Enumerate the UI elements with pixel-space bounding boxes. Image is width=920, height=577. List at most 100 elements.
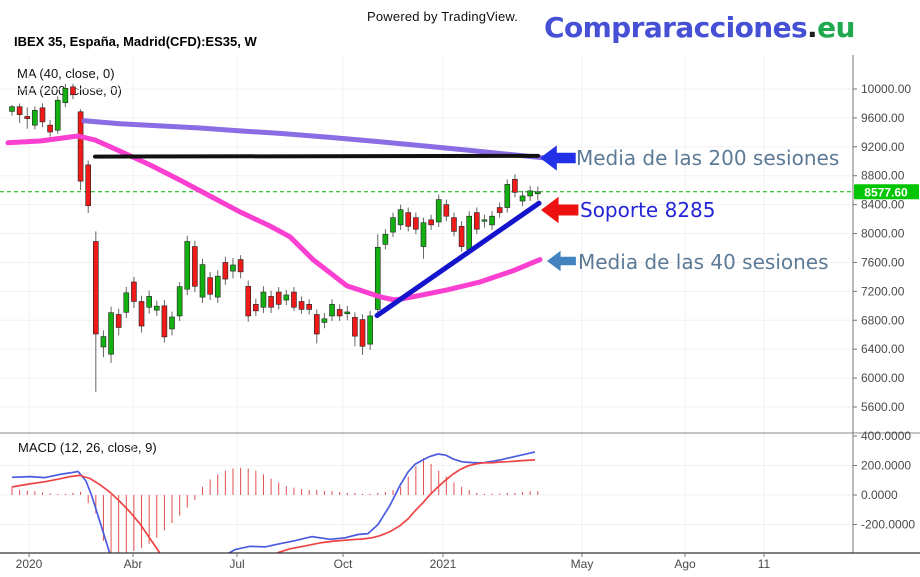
candle-up [169,316,175,330]
candle-up [9,106,15,112]
annotation-arrow [540,145,576,171]
candle-down [359,319,366,347]
macd-tick-label: 400.0000 [861,429,911,443]
candle-up [420,222,427,247]
time-tick-label: 11 [758,557,771,571]
candle-up [214,275,221,298]
trend-line [374,200,542,319]
price-tick-label: 9200.00 [861,140,905,154]
candle-up [519,195,526,202]
candle-down [192,246,198,287]
price-pane [5,83,546,392]
price-tick-label: 9600.00 [861,111,905,125]
price-tick-label: 6800.00 [861,313,905,327]
candle-down [443,204,450,217]
candle-up [390,217,396,233]
price-tick-label: 8000.00 [861,227,905,241]
candle-up [108,312,114,355]
candle-down [428,219,434,226]
price-tick-label: 5600.00 [861,400,905,414]
candle-down [222,262,229,280]
candle-down [237,259,244,273]
annotation-arrow [547,250,576,272]
annotation-text-media-40: Media de las 40 sesiones [578,250,829,274]
candle-down [70,86,76,96]
candle-up [382,233,389,245]
legend-ma40: MA (40, close, 0) [17,66,115,81]
ma200-line [81,118,546,161]
candle-down [207,277,213,295]
candle-up [32,110,38,126]
macd-tick-label: -200.0000 [861,518,915,532]
candle-down [47,124,53,133]
candle-down [24,116,31,119]
ma40-line [5,133,543,303]
price-tick-label: 8400.00 [861,198,905,212]
axes[interactable]: 10000.00 9600.00 9200.00 8800.00 8400.00 8000… [0,55,920,571]
candle-down [313,314,320,335]
time-tick-label: Jul [229,557,244,571]
candle-up [367,315,373,345]
candle-down [131,281,137,302]
site-logo[interactable]: Compraracciones.eu [544,11,855,44]
candle-up [230,264,236,272]
candle-down [352,317,358,337]
candle-down [458,226,465,247]
candle-up [329,304,335,317]
annotation-arrow [541,196,579,224]
candle-up [466,215,473,250]
powered-by-text: Powered by TradingView. [367,9,519,24]
candle-down [496,207,503,213]
candle-down [413,217,419,230]
candle-up [435,199,442,223]
candle-up [527,190,533,197]
legend-macd: MACD (12, 26, close, 9) [18,440,157,455]
candle-up [199,264,206,298]
candle-up [146,296,152,308]
candle-up [123,292,130,313]
last-price-badge-label: 8577.60 [864,185,908,199]
candle-down [77,111,84,182]
price-tick-label: 10000.00 [861,82,911,96]
time-tick-label: 2020 [16,557,43,571]
candle-up [374,246,381,310]
candle-up [153,305,160,311]
price-tick-label: 8800.00 [861,169,905,183]
time-tick-label: Oct [334,557,353,571]
candle-up [176,286,183,317]
time-tick-label: 2021 [430,557,457,571]
candle-up [534,191,541,195]
candle-down [93,241,99,335]
candle-up [504,184,511,208]
logo-main: Compraracciones [544,11,808,44]
candle-up [184,241,191,290]
candle-up [489,215,495,226]
macd-pane [11,451,539,553]
price-tick-label: 6000.00 [861,371,905,385]
price-tick-label: 6400.00 [861,342,905,356]
candle-up [54,99,61,131]
candle-up [100,336,107,348]
macd-tick-label: 200.0000 [861,459,911,473]
logo-dot: . [807,11,818,44]
candle-up [260,291,267,308]
price-tick-label: 7200.00 [861,284,905,298]
macd-line [11,451,536,553]
annotation-text-soporte: Soporte 8285 [580,198,716,222]
candle-up [344,311,351,315]
time-tick-label: Ago [674,557,696,571]
candle-down [291,291,297,308]
annotation-text-media-200: Media de las 200 sesiones [576,146,840,170]
candle-down [336,309,343,317]
candle-down [85,164,91,207]
candle-down [138,301,145,327]
legend-ma200: MA (200, close, 0) [17,83,122,98]
candle-down [474,212,480,230]
candle-down [405,212,412,227]
candle-down [306,304,312,310]
candle-up [397,209,404,226]
time-tick-label: May [571,557,594,571]
candle-down [298,301,305,310]
